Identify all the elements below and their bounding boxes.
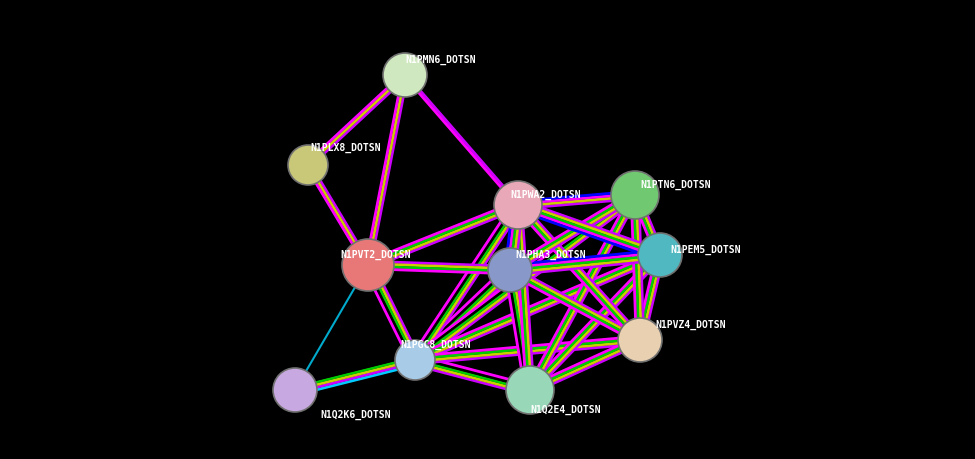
Text: N1PLX8_DOTSN: N1PLX8_DOTSN — [310, 143, 380, 153]
Text: N1PEM5_DOTSN: N1PEM5_DOTSN — [670, 245, 740, 255]
Circle shape — [494, 181, 542, 229]
Text: N1PMN6_DOTSN: N1PMN6_DOTSN — [405, 55, 476, 65]
Text: N1Q2E4_DOTSN: N1Q2E4_DOTSN — [530, 405, 601, 415]
Circle shape — [273, 368, 317, 412]
Text: N1PVT2_DOTSN: N1PVT2_DOTSN — [340, 250, 410, 260]
Circle shape — [383, 53, 427, 97]
Circle shape — [618, 318, 662, 362]
Circle shape — [395, 340, 435, 380]
Text: N1Q2K6_DOTSN: N1Q2K6_DOTSN — [320, 410, 391, 420]
Text: N1PHA3_DOTSN: N1PHA3_DOTSN — [515, 250, 586, 260]
Circle shape — [638, 233, 682, 277]
Circle shape — [342, 239, 394, 291]
Circle shape — [288, 145, 328, 185]
Text: N1PVZ4_DOTSN: N1PVZ4_DOTSN — [655, 320, 725, 330]
Text: N1PWA2_DOTSN: N1PWA2_DOTSN — [510, 190, 580, 200]
Circle shape — [488, 248, 532, 292]
Circle shape — [611, 171, 659, 219]
Text: N1PGC8_DOTSN: N1PGC8_DOTSN — [400, 340, 471, 350]
Circle shape — [506, 366, 554, 414]
Text: N1PTN6_DOTSN: N1PTN6_DOTSN — [640, 180, 711, 190]
